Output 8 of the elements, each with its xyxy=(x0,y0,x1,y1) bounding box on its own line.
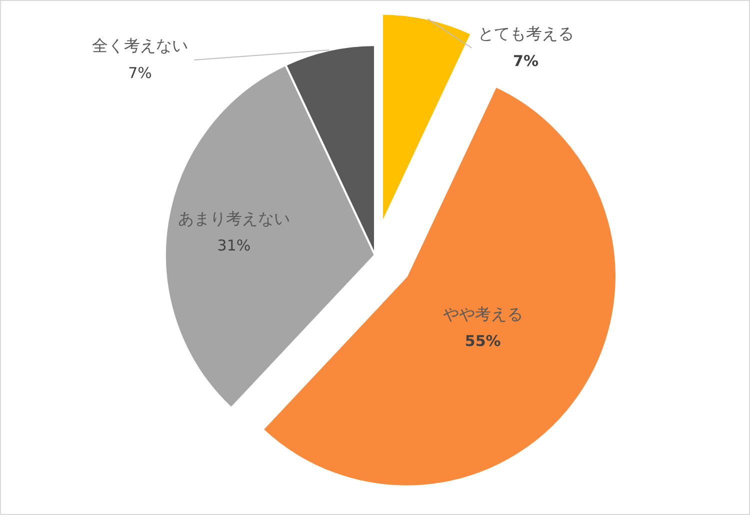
slice-label: 全く考えない xyxy=(92,36,188,56)
slice-label: やや考える xyxy=(442,304,523,324)
data-label: 55% xyxy=(464,332,501,350)
slice-label: あまり考えない xyxy=(178,208,290,228)
data-label: 7% xyxy=(128,64,152,82)
slice-label: とても考える xyxy=(478,24,574,44)
data-label: 7% xyxy=(513,52,539,70)
data-label: 31% xyxy=(217,236,251,255)
